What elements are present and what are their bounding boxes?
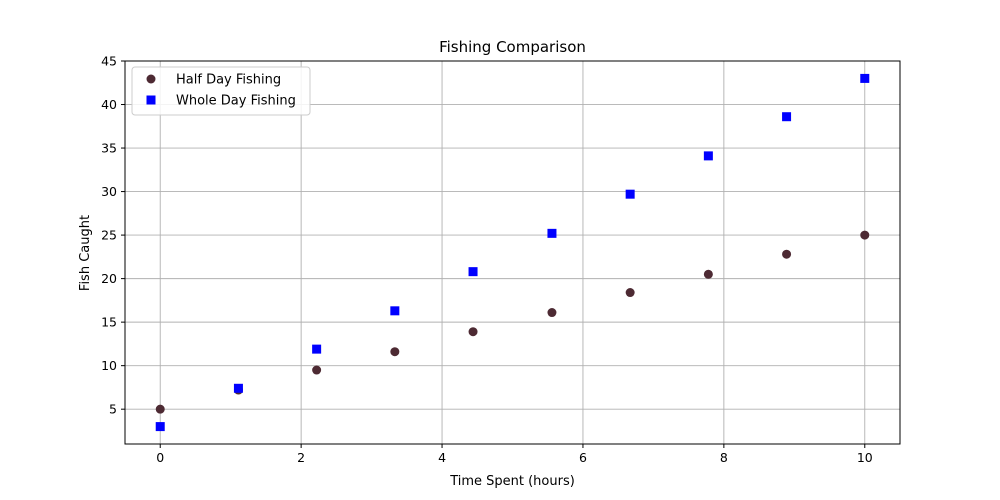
whole-day-fishing-point [782, 112, 792, 122]
whole-day-fishing-legend-label: Whole Day Fishing [176, 94, 296, 109]
axes [121, 60, 901, 448]
whole-day-fishing-point [468, 267, 478, 277]
data-points [155, 73, 870, 432]
whole-day-fishing-point [547, 228, 557, 238]
whole-day-fishing-point [390, 306, 400, 316]
half-day-fishing-point [703, 269, 713, 279]
whole-day-fishing-point [312, 344, 322, 354]
half-day-fishing-point [312, 365, 322, 375]
x-tick-label: 10 [857, 450, 873, 465]
x-axis-label: Time Spent (hours) [449, 474, 575, 489]
y-tick-label: 5 [109, 402, 117, 417]
y-tick-label: 25 [101, 228, 117, 243]
whole-day-fishing-legend-marker [146, 95, 156, 105]
half-day-fishing-point [155, 404, 165, 414]
x-tick-label: 2 [297, 450, 305, 465]
half-day-fishing-legend-marker [146, 74, 156, 84]
y-axis-label: Fish Caught [78, 215, 93, 291]
whole-day-fishing-point [860, 73, 870, 83]
y-tick-label: 15 [101, 315, 117, 330]
y-tick-label: 20 [101, 271, 117, 286]
whole-day-fishing-point [703, 151, 713, 161]
y-tick-label: 35 [101, 141, 117, 156]
x-tick-label: 0 [156, 450, 164, 465]
y-tick-label: 45 [101, 54, 117, 69]
half-day-fishing-point [782, 249, 792, 259]
whole-day-fishing-point [233, 383, 243, 393]
legend: Half Day Fishing Whole Day Fishing [131, 66, 311, 116]
half-day-fishing-point [860, 230, 870, 240]
half-day-fishing-point [390, 347, 400, 357]
y-tick-label: 40 [101, 97, 117, 112]
tick-labels: 0 2 4 6 8 10 5 10 15 20 25 30 35 40 45 [101, 54, 873, 466]
y-tick-label: 10 [101, 358, 117, 373]
x-tick-label: 4 [438, 450, 446, 465]
chart-title: Fishing Comparison [439, 38, 586, 56]
y-tick-label: 30 [101, 184, 117, 199]
whole-day-fishing-point [625, 189, 635, 199]
whole-day-fishing-point [155, 422, 165, 432]
x-tick-label: 6 [579, 450, 587, 465]
plot-frame [124, 60, 901, 445]
legend-box [131, 66, 311, 116]
half-day-fishing-legend-label: Half Day Fishing [176, 73, 281, 88]
half-day-fishing-point [547, 308, 557, 318]
half-day-fishing-point [625, 288, 635, 298]
half-day-fishing-point [468, 327, 478, 337]
x-tick-label: 8 [720, 450, 728, 465]
